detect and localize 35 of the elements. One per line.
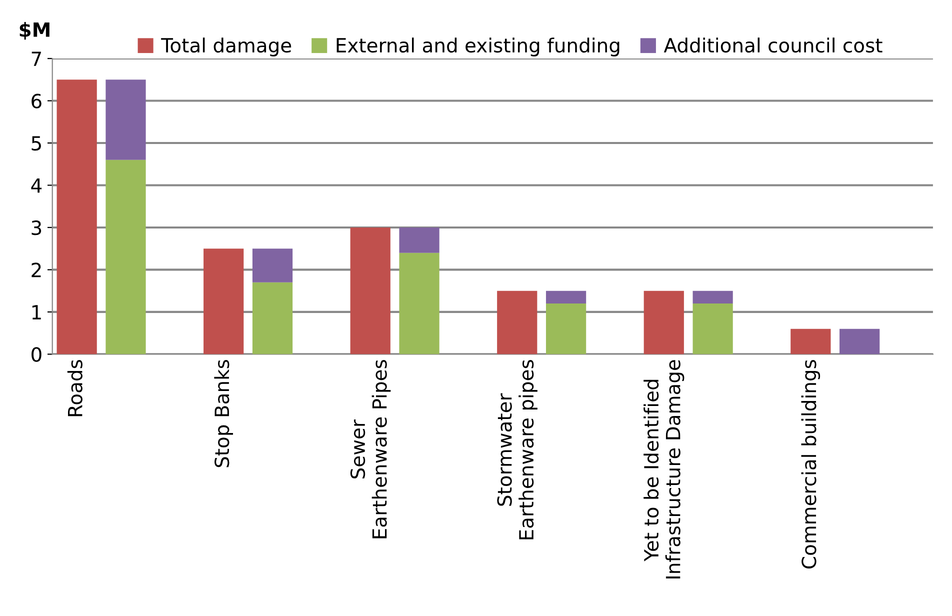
y-tick-label: 3 bbox=[32, 220, 42, 236]
y-axis-title: $M bbox=[20, 22, 50, 40]
bar bbox=[56, 80, 97, 354]
x-tick-label: Sewer Earthenware Pipes bbox=[350, 360, 391, 538]
y-tick-label: 5 bbox=[32, 136, 41, 151]
x-tick-label: Roads bbox=[67, 360, 82, 416]
bar bbox=[252, 282, 293, 354]
bar bbox=[692, 290, 733, 304]
x-tick-label: Stop Banks bbox=[214, 360, 233, 468]
bar bbox=[106, 160, 146, 354]
bar bbox=[106, 80, 146, 160]
bar bbox=[644, 290, 684, 354]
y-tick-label: 1 bbox=[32, 305, 41, 320]
bar bbox=[350, 227, 390, 354]
bar bbox=[840, 328, 880, 354]
bar bbox=[692, 304, 733, 354]
bar bbox=[546, 304, 586, 354]
legend-label: Total damage bbox=[161, 38, 292, 56]
y-tick-label: 4 bbox=[31, 178, 42, 193]
y-tick-label: 0 bbox=[32, 347, 42, 362]
bar bbox=[790, 328, 831, 354]
x-tick-label: Stormwater Earthenware pipes bbox=[497, 360, 538, 540]
y-tick-label: 6 bbox=[32, 94, 42, 108]
bar bbox=[204, 248, 244, 354]
legend-label: Additional council cost bbox=[664, 38, 882, 53]
bar bbox=[399, 252, 440, 354]
x-tick-label: Yet to be Identified Infrastructure Damage bbox=[644, 360, 684, 578]
y-tick-label: 7 bbox=[32, 52, 41, 66]
bar bbox=[399, 227, 440, 253]
y-tick-label: 2 bbox=[32, 262, 41, 278]
x-tick-label: Commercial buildings bbox=[801, 360, 820, 568]
bar bbox=[546, 290, 586, 304]
legend-label: External and existing funding bbox=[336, 38, 620, 56]
bar bbox=[252, 248, 293, 282]
bar bbox=[497, 290, 538, 354]
